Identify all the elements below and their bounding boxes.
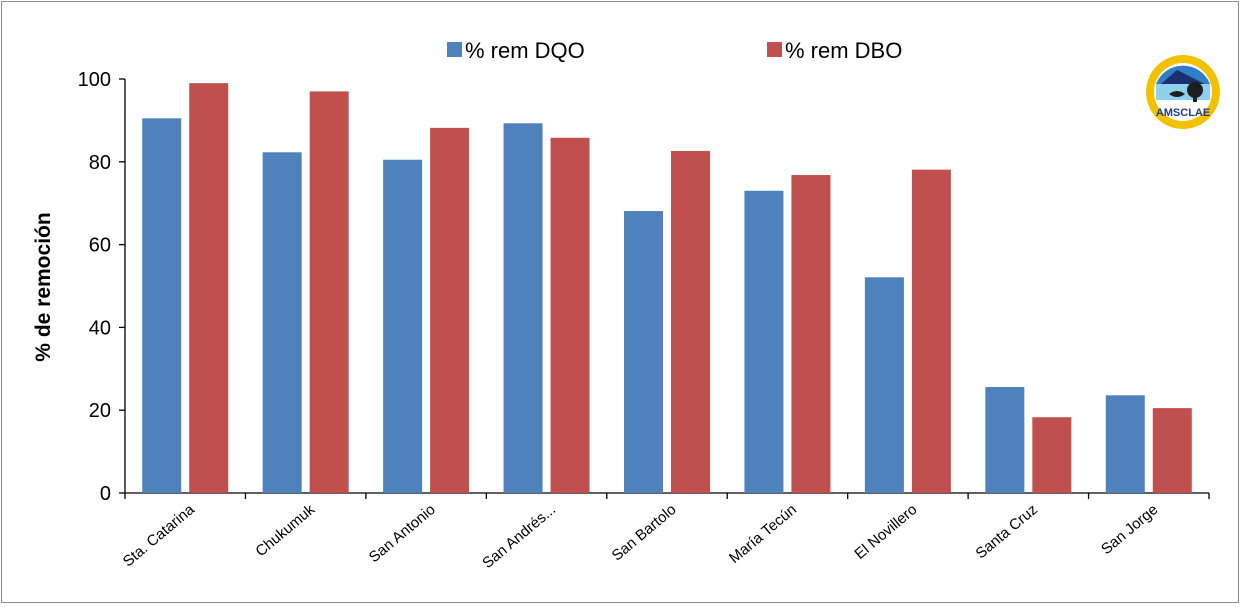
amsclae-logo: AMSCLAE xyxy=(1146,55,1220,129)
x-category-label: Sta. Catarina xyxy=(120,501,198,571)
x-category-label: Santa Cruz xyxy=(972,501,1040,562)
bar-dbo-2 xyxy=(310,91,349,493)
x-category-label: Chukumuk xyxy=(252,501,318,560)
legend-label-dbo: % rem DBO xyxy=(785,38,902,63)
y-tick-label: 60 xyxy=(89,235,111,257)
bar-dqo-7 xyxy=(865,277,904,493)
legend: % rem DQO % rem DBO xyxy=(447,38,902,63)
bar-dqo-9 xyxy=(1106,395,1145,493)
bar-dbo-5 xyxy=(671,151,710,493)
category-labels: Sta. Catarina Chukumuk San Antonio San Andr… xyxy=(120,501,1162,572)
bar-dbo-6 xyxy=(791,175,830,493)
x-category-label: San Jorge xyxy=(1098,501,1161,558)
bar-dbo-7 xyxy=(912,170,951,493)
bar-dqo-1 xyxy=(142,118,181,493)
x-category-label: San Andrés... xyxy=(479,501,559,572)
bar-series-group xyxy=(142,83,1192,493)
bar-dqo-4 xyxy=(504,123,543,493)
bar-dbo-1 xyxy=(189,83,228,493)
x-category-label: María Tecún xyxy=(726,501,800,567)
y-axis-ticks: 0 20 40 60 80 100 xyxy=(78,69,125,505)
y-tick-label: 80 xyxy=(89,152,111,174)
y-tick-label: 40 xyxy=(89,317,111,339)
bar-dbo-4 xyxy=(551,138,590,493)
bar-dqo-2 xyxy=(263,152,302,493)
bar-dqo-5 xyxy=(624,211,663,493)
bar-dqo-8 xyxy=(985,387,1024,493)
x-category-label: El Novillero xyxy=(851,501,920,563)
x-category-label: San Bartolo xyxy=(609,501,680,564)
x-axis-ticks xyxy=(125,493,1209,499)
legend-swatch-dbo xyxy=(767,42,782,57)
y-tick-label: 0 xyxy=(100,483,111,505)
bar-dbo-8 xyxy=(1032,417,1071,493)
bar-dbo-3 xyxy=(430,128,469,493)
legend-swatch-dqo xyxy=(447,42,462,57)
y-tick-label: 20 xyxy=(89,400,111,422)
logo-text: AMSCLAE xyxy=(1156,107,1210,119)
y-axis-title: % de remoción xyxy=(32,212,55,361)
logo-trunk-icon xyxy=(1193,94,1197,102)
bar-dqo-6 xyxy=(744,191,783,493)
legend-label-dqo: % rem DQO xyxy=(465,38,585,63)
x-category-label: San Antonio xyxy=(366,501,439,566)
bar-dbo-9 xyxy=(1153,408,1192,493)
bar-dqo-3 xyxy=(383,160,422,493)
y-tick-label: 100 xyxy=(78,69,111,91)
